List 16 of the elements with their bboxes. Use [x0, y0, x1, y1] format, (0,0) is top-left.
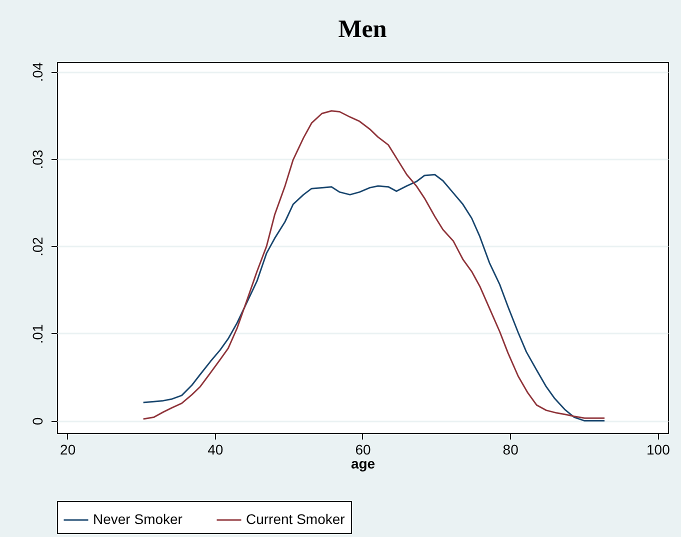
legend-label: Never Smoker [93, 511, 183, 527]
y-tick-label: 0 [30, 417, 46, 426]
chart-title: Men [338, 16, 387, 43]
x-axis-title: age [350, 456, 376, 472]
x-tick-label: 100 [646, 442, 670, 458]
y-tick-label: .01 [30, 324, 46, 344]
x-tick-label: 40 [208, 442, 224, 458]
x-tick-label: 80 [502, 442, 519, 458]
line-series [142, 110, 606, 420]
y-tick-label: .03 [30, 149, 46, 170]
y-tick-label: .04 [30, 62, 46, 82]
y-tick-label: .02 [30, 236, 46, 256]
legend-label: Current Smoker [246, 511, 346, 527]
x-tick-label: 20 [60, 442, 76, 458]
x-tick-label: 60 [355, 442, 371, 458]
line-series [142, 174, 606, 422]
